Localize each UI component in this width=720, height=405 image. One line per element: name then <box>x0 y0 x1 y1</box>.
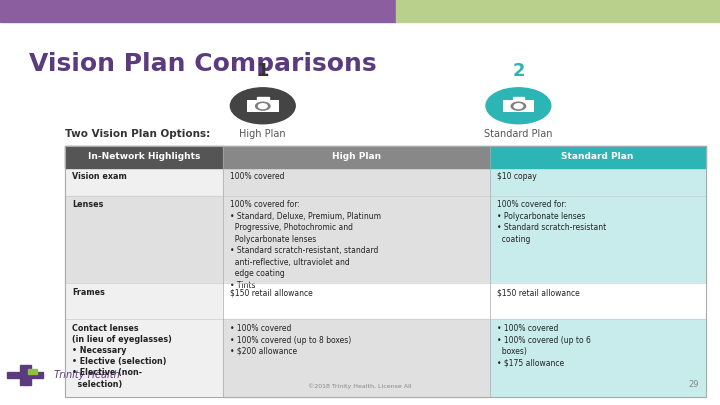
Circle shape <box>514 104 523 109</box>
Circle shape <box>511 102 526 110</box>
Bar <box>223 146 490 168</box>
Bar <box>223 196 490 284</box>
Bar <box>28 369 37 374</box>
Bar <box>65 284 223 319</box>
Text: Lenses: Lenses <box>72 200 104 209</box>
Text: Standard Plan: Standard Plan <box>562 152 634 161</box>
Bar <box>490 196 706 284</box>
Text: Frames: Frames <box>72 288 105 297</box>
Circle shape <box>486 88 551 124</box>
Text: Trinity Health: Trinity Health <box>54 370 120 380</box>
Bar <box>490 146 706 168</box>
Bar <box>490 284 706 319</box>
Bar <box>65 146 223 168</box>
Text: 1: 1 <box>256 62 269 80</box>
Bar <box>490 168 706 196</box>
Text: 100% covered: 100% covered <box>230 173 285 181</box>
Bar <box>223 284 490 319</box>
Text: High Plan: High Plan <box>240 129 286 139</box>
Circle shape <box>230 88 295 124</box>
Bar <box>503 100 534 112</box>
Text: 100% covered for:
• Polycarbonate lenses
• Standard scratch-resistant
  coating: 100% covered for: • Polycarbonate lenses… <box>497 200 606 244</box>
Bar <box>65 168 223 196</box>
Text: 100% covered for:
• Standard, Deluxe, Premium, Platinum
  Progressive, Photochro: 100% covered for: • Standard, Deluxe, Pr… <box>230 200 382 290</box>
Text: $150 retail allowance: $150 retail allowance <box>230 288 313 297</box>
Text: ©2018 Trinity Health. License All: ©2018 Trinity Health. License All <box>308 384 412 389</box>
Text: 29: 29 <box>688 380 698 389</box>
Text: $10 copay: $10 copay <box>497 173 536 181</box>
Bar <box>65 146 706 397</box>
Bar <box>0 0 396 22</box>
Text: Contact lenses
(in lieu of eyeglasses)
• Necessary
• Elective (selection)
• Elec: Contact lenses (in lieu of eyeglasses) •… <box>72 324 172 388</box>
Text: • 100% covered
• 100% covered (up to 6
  boxes)
• $175 allowance: • 100% covered • 100% covered (up to 6 b… <box>497 324 590 367</box>
Bar <box>20 365 30 385</box>
Bar <box>223 168 490 196</box>
Bar <box>7 372 43 378</box>
Text: High Plan: High Plan <box>332 152 381 161</box>
Bar <box>396 0 720 22</box>
Text: Standard Plan: Standard Plan <box>484 129 553 139</box>
Bar <box>65 319 223 397</box>
Circle shape <box>256 102 270 110</box>
Text: 2: 2 <box>512 62 525 80</box>
Text: Two Vision Plan Options:: Two Vision Plan Options: <box>65 129 210 139</box>
Bar <box>513 96 524 100</box>
Bar <box>65 196 223 284</box>
Text: $150 retail allowance: $150 retail allowance <box>497 288 580 297</box>
Bar <box>257 96 269 100</box>
Text: Vision Plan Comparisons: Vision Plan Comparisons <box>29 52 377 76</box>
Bar <box>223 319 490 397</box>
Text: Vision exam: Vision exam <box>72 173 127 181</box>
Text: In-Network Highlights: In-Network Highlights <box>88 152 200 161</box>
Circle shape <box>258 104 267 109</box>
Text: • 100% covered
• 100% covered (up to 8 boxes)
• $200 allowance: • 100% covered • 100% covered (up to 8 b… <box>230 324 351 356</box>
Bar <box>247 100 279 112</box>
Bar <box>490 319 706 397</box>
